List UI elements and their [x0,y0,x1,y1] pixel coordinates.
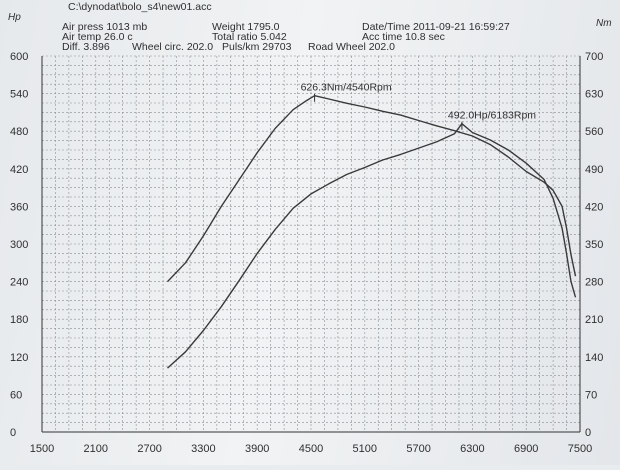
y-right-tick-labels: 0 70 140 210 280 350 420 490 560 630 700 [585,51,603,439]
y-right-tick-label: 700 [585,51,603,63]
left-unit-label: Hp [8,12,21,23]
wheel-circ: Wheel circ. 202.0 [132,41,213,53]
x-tick-label: 5700 [406,443,430,455]
y-left-tick-label: 420 [10,164,28,176]
x-tick-label: 4500 [299,443,323,455]
file-path: C:\dynodat\bolo_s4\new01.acc [68,1,212,13]
total-ratio: Total ratio 5.042 [212,31,287,43]
puls-km: Puls/km 29703 [222,41,292,53]
y-right-tick-label: 350 [585,239,603,251]
y-right-tick-label: 70 [585,389,597,401]
curves [166,94,577,369]
y-right-tick-label: 0 [585,427,591,439]
diff: Diff. 3.896 [62,41,110,53]
weight: Weight 1795.0 [212,21,280,33]
y-right-tick-label: 210 [585,314,603,326]
y-left-tick-label: 600 [10,51,28,63]
x-tick-label: 5100 [353,443,377,455]
x-tick-label: 6300 [460,443,484,455]
right-unit-label: Nm [596,18,612,29]
y-left-tick-labels: 0 60 120 180 240 300 360 420 480 540 600 [10,51,28,439]
y-right-tick-label: 490 [585,164,603,176]
header: C:\dynodat\bolo_s4\new01.acc Air press 1… [62,1,510,53]
y-right-tick-label: 420 [585,201,603,213]
x-tick-label: 7500 [568,443,592,455]
y-left-tick-label: 480 [10,126,28,138]
plot-frame [41,56,581,433]
x-tick-label: 3300 [191,443,215,455]
x-tick-labels: 1500 2100 2700 3300 3900 4500 5100 5700 6300 6900… [30,443,592,455]
x-tick-label: 1500 [30,443,54,455]
x-tick-label: 2700 [137,443,161,455]
peak-label: 492.0Hp/6183Rpm [448,110,536,122]
air-temp: Air temp 26.0 c [62,31,133,43]
y-left-tick-label: 300 [10,239,28,251]
y-left-tick-label: 540 [10,89,28,101]
y-left-tick-label: 240 [10,277,28,289]
acc-time: Acc time 10.8 sec [362,31,445,43]
y-right-tick-label: 560 [585,126,603,138]
road-wheel: Road Wheel 202.0 [308,41,395,53]
air-press: Air press 1013 mb [62,21,147,33]
peak-annotations: 626.3Nm/4540Rpm 492.0Hp/6183Rpm [301,82,536,130]
y-right-tick-label: 140 [585,352,603,364]
y-left-tick-label: 180 [10,314,28,326]
torque-curve [166,94,577,283]
y-left-tick-label: 120 [10,352,28,364]
y-left-tick-label: 0 [10,427,16,439]
x-tick-label: 2100 [84,443,108,455]
y-left-tick-label: 60 [10,389,22,401]
y-right-tick-label: 280 [585,277,603,289]
y-right-tick-label: 630 [585,89,603,101]
y-left-tick-label: 360 [10,201,28,213]
x-tick-label: 3900 [245,443,269,455]
power-curve [167,122,577,369]
x-tick-label: 6900 [514,443,538,455]
datetime: Date/Time 2011-09-21 16:59:27 [362,21,510,33]
peak-label: 626.3Nm/4540Rpm [301,82,392,94]
